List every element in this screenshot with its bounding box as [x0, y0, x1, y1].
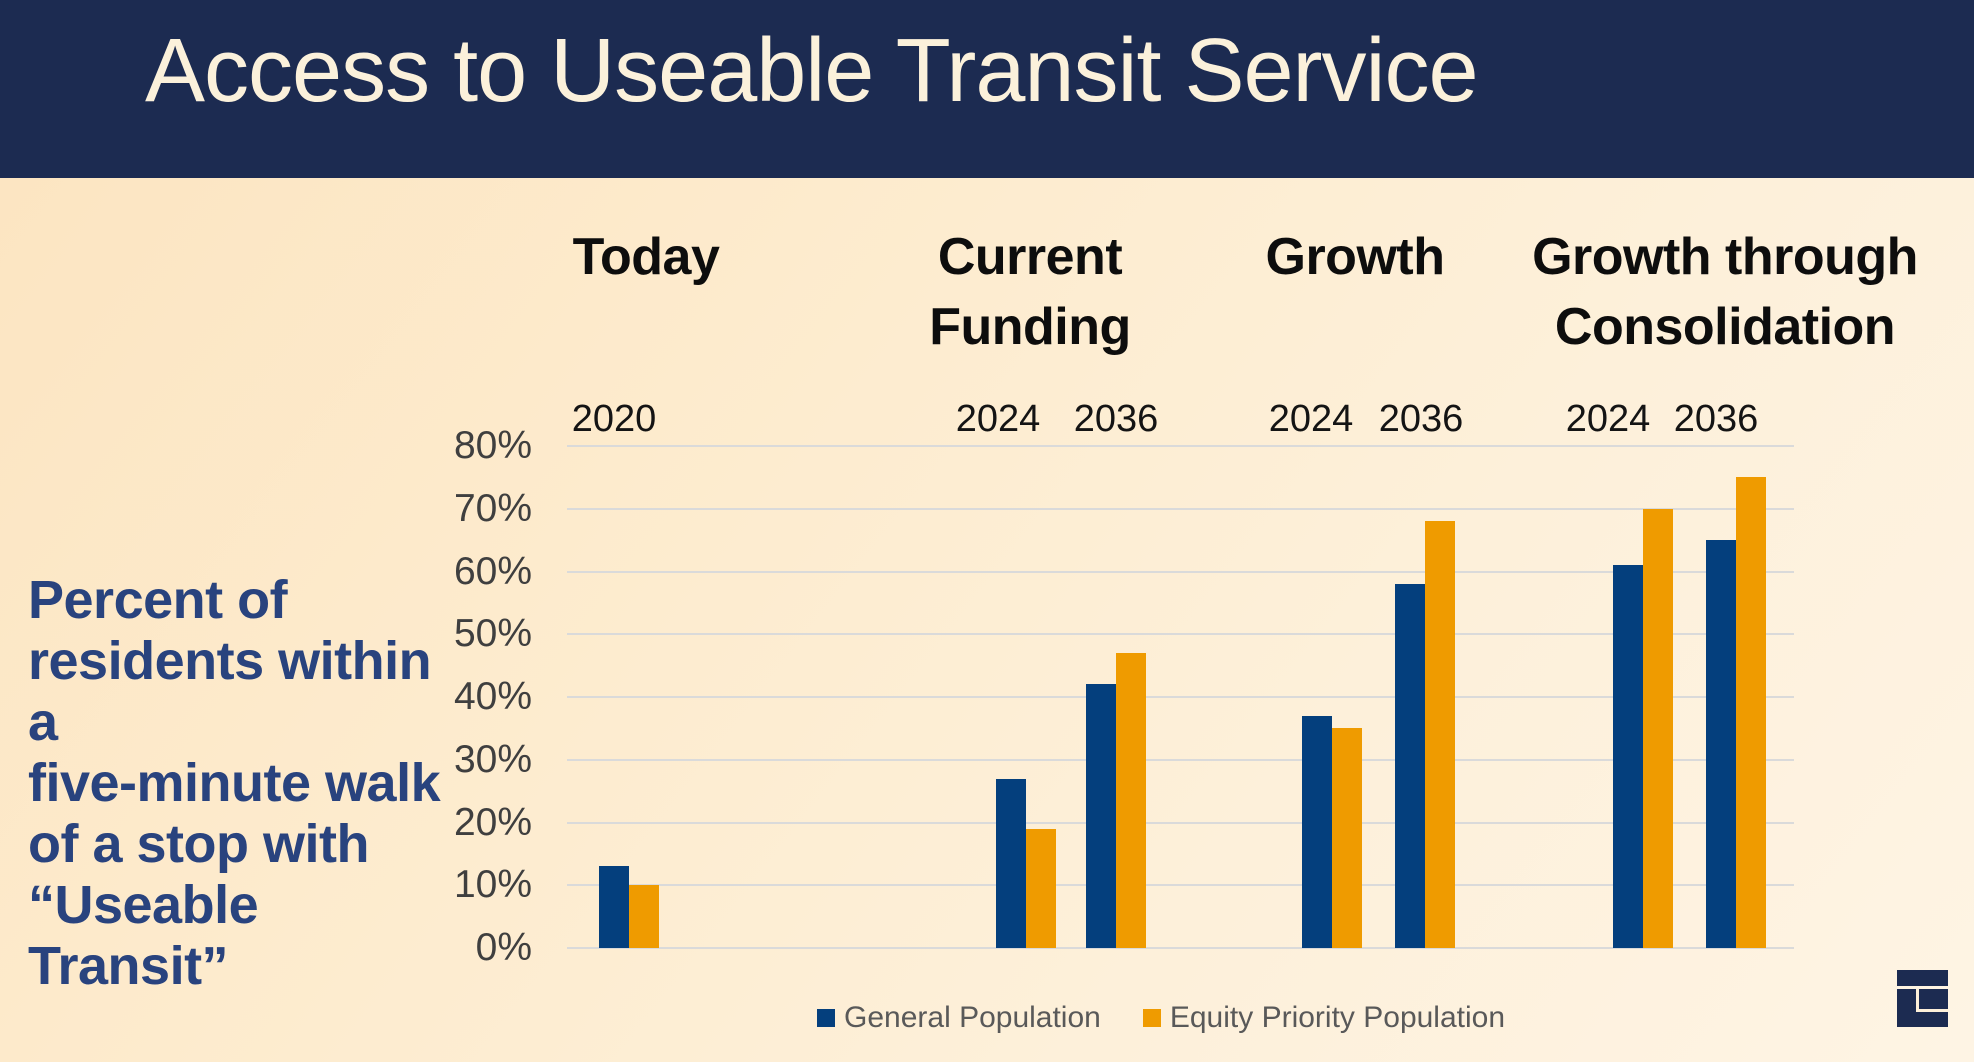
gridline-0: [567, 947, 1794, 949]
legend-item-general-population: General Population: [817, 1001, 1101, 1035]
y-axis-annotation: Percent of residents within a five-minut…: [28, 570, 448, 997]
bar-equity-priority-population-today-2020: [629, 885, 659, 948]
chart-legend: General Population Equity Priority Popul…: [817, 1001, 1505, 1035]
scenario-header-current-funding: Current Funding: [929, 228, 1131, 356]
gridline-60: [567, 570, 1794, 573]
general-population-swatch-icon: [817, 1009, 835, 1027]
gridline-80: [567, 445, 1794, 447]
annotation-line: of a stop with: [28, 814, 369, 874]
year-label-current-funding-2024: 2024: [955, 398, 1041, 440]
bar-equity-priority-population-growth-through-consolidation-2024: [1643, 508, 1673, 948]
scenario-header-today: Today: [572, 228, 720, 286]
year-label-current-funding-2036: 2036: [1073, 398, 1159, 440]
y-axis-tick-0: 0%: [475, 926, 532, 969]
gridline-70: [567, 507, 1794, 510]
bar-equity-priority-population-growth-through-consolidation-2036: [1736, 477, 1766, 948]
year-label-growth-through-consolidation-2024: 2024: [1565, 398, 1651, 440]
bar-equity-priority-population-current-funding-2036: [1116, 653, 1146, 948]
y-axis-tick-20: 20%: [453, 800, 532, 844]
bar-general-population-growth-2024: [1302, 715, 1332, 948]
y-axis-tick-80: 80%: [453, 424, 532, 467]
y-axis-tick-70: 70%: [453, 486, 532, 530]
y-axis-tick-30: 30%: [453, 737, 532, 781]
gridline-10: [567, 884, 1794, 887]
scenario-header-growth: Growth: [1265, 228, 1445, 286]
y-axis-tick-50: 50%: [453, 612, 532, 656]
legend-label: General Population: [844, 1001, 1101, 1034]
agency-logo-icon: [1897, 970, 1948, 1027]
annotation-line: five-minute walk: [28, 753, 441, 813]
y-axis-tick-60: 60%: [453, 549, 532, 593]
gridline-30: [567, 758, 1794, 761]
bar-general-population-current-funding-2024: [996, 778, 1026, 948]
slide-title: Access to Useable Transit Service: [145, 21, 1479, 121]
legend-item-equity-priority-population: Equity Priority Population: [1142, 1001, 1506, 1035]
bar-general-population-growth-through-consolidation-2024: [1613, 565, 1643, 948]
gridline-40: [567, 696, 1794, 698]
annotation-line: residents within a: [28, 631, 432, 752]
annotation-line: Percent of: [28, 570, 288, 630]
bar-general-population-today-2020: [599, 866, 629, 948]
bar-general-population-growth-2036: [1395, 584, 1425, 948]
gridline-50: [567, 633, 1794, 636]
legend-label: Equity Priority Population: [1169, 1001, 1506, 1034]
scenario-header-growth-through-consolidation: Growth through Consolidation: [1532, 228, 1918, 356]
bar-equity-priority-population-current-funding-2024: [1026, 828, 1056, 948]
year-label-today-2020: 2020: [571, 398, 657, 440]
gridline-20: [567, 821, 1794, 824]
y-axis-tick-10: 10%: [453, 863, 532, 907]
bar-equity-priority-population-growth-2036: [1425, 521, 1455, 948]
bar-general-population-growth-through-consolidation-2036: [1706, 540, 1736, 948]
title-bar: Access to Useable Transit Service: [0, 0, 1974, 178]
equity-priority-swatch-icon: [1142, 1009, 1161, 1027]
bar-equity-priority-population-growth-2024: [1332, 728, 1362, 948]
year-label-growth-2036: 2036: [1378, 398, 1464, 440]
year-label-growth-through-consolidation-2036: 2036: [1673, 398, 1759, 440]
bar-general-population-current-funding-2036: [1086, 684, 1116, 948]
year-label-growth-2024: 2024: [1268, 398, 1354, 440]
y-axis-tick-40: 40%: [453, 675, 532, 718]
annotation-line: “Useable Transit”: [28, 875, 259, 996]
